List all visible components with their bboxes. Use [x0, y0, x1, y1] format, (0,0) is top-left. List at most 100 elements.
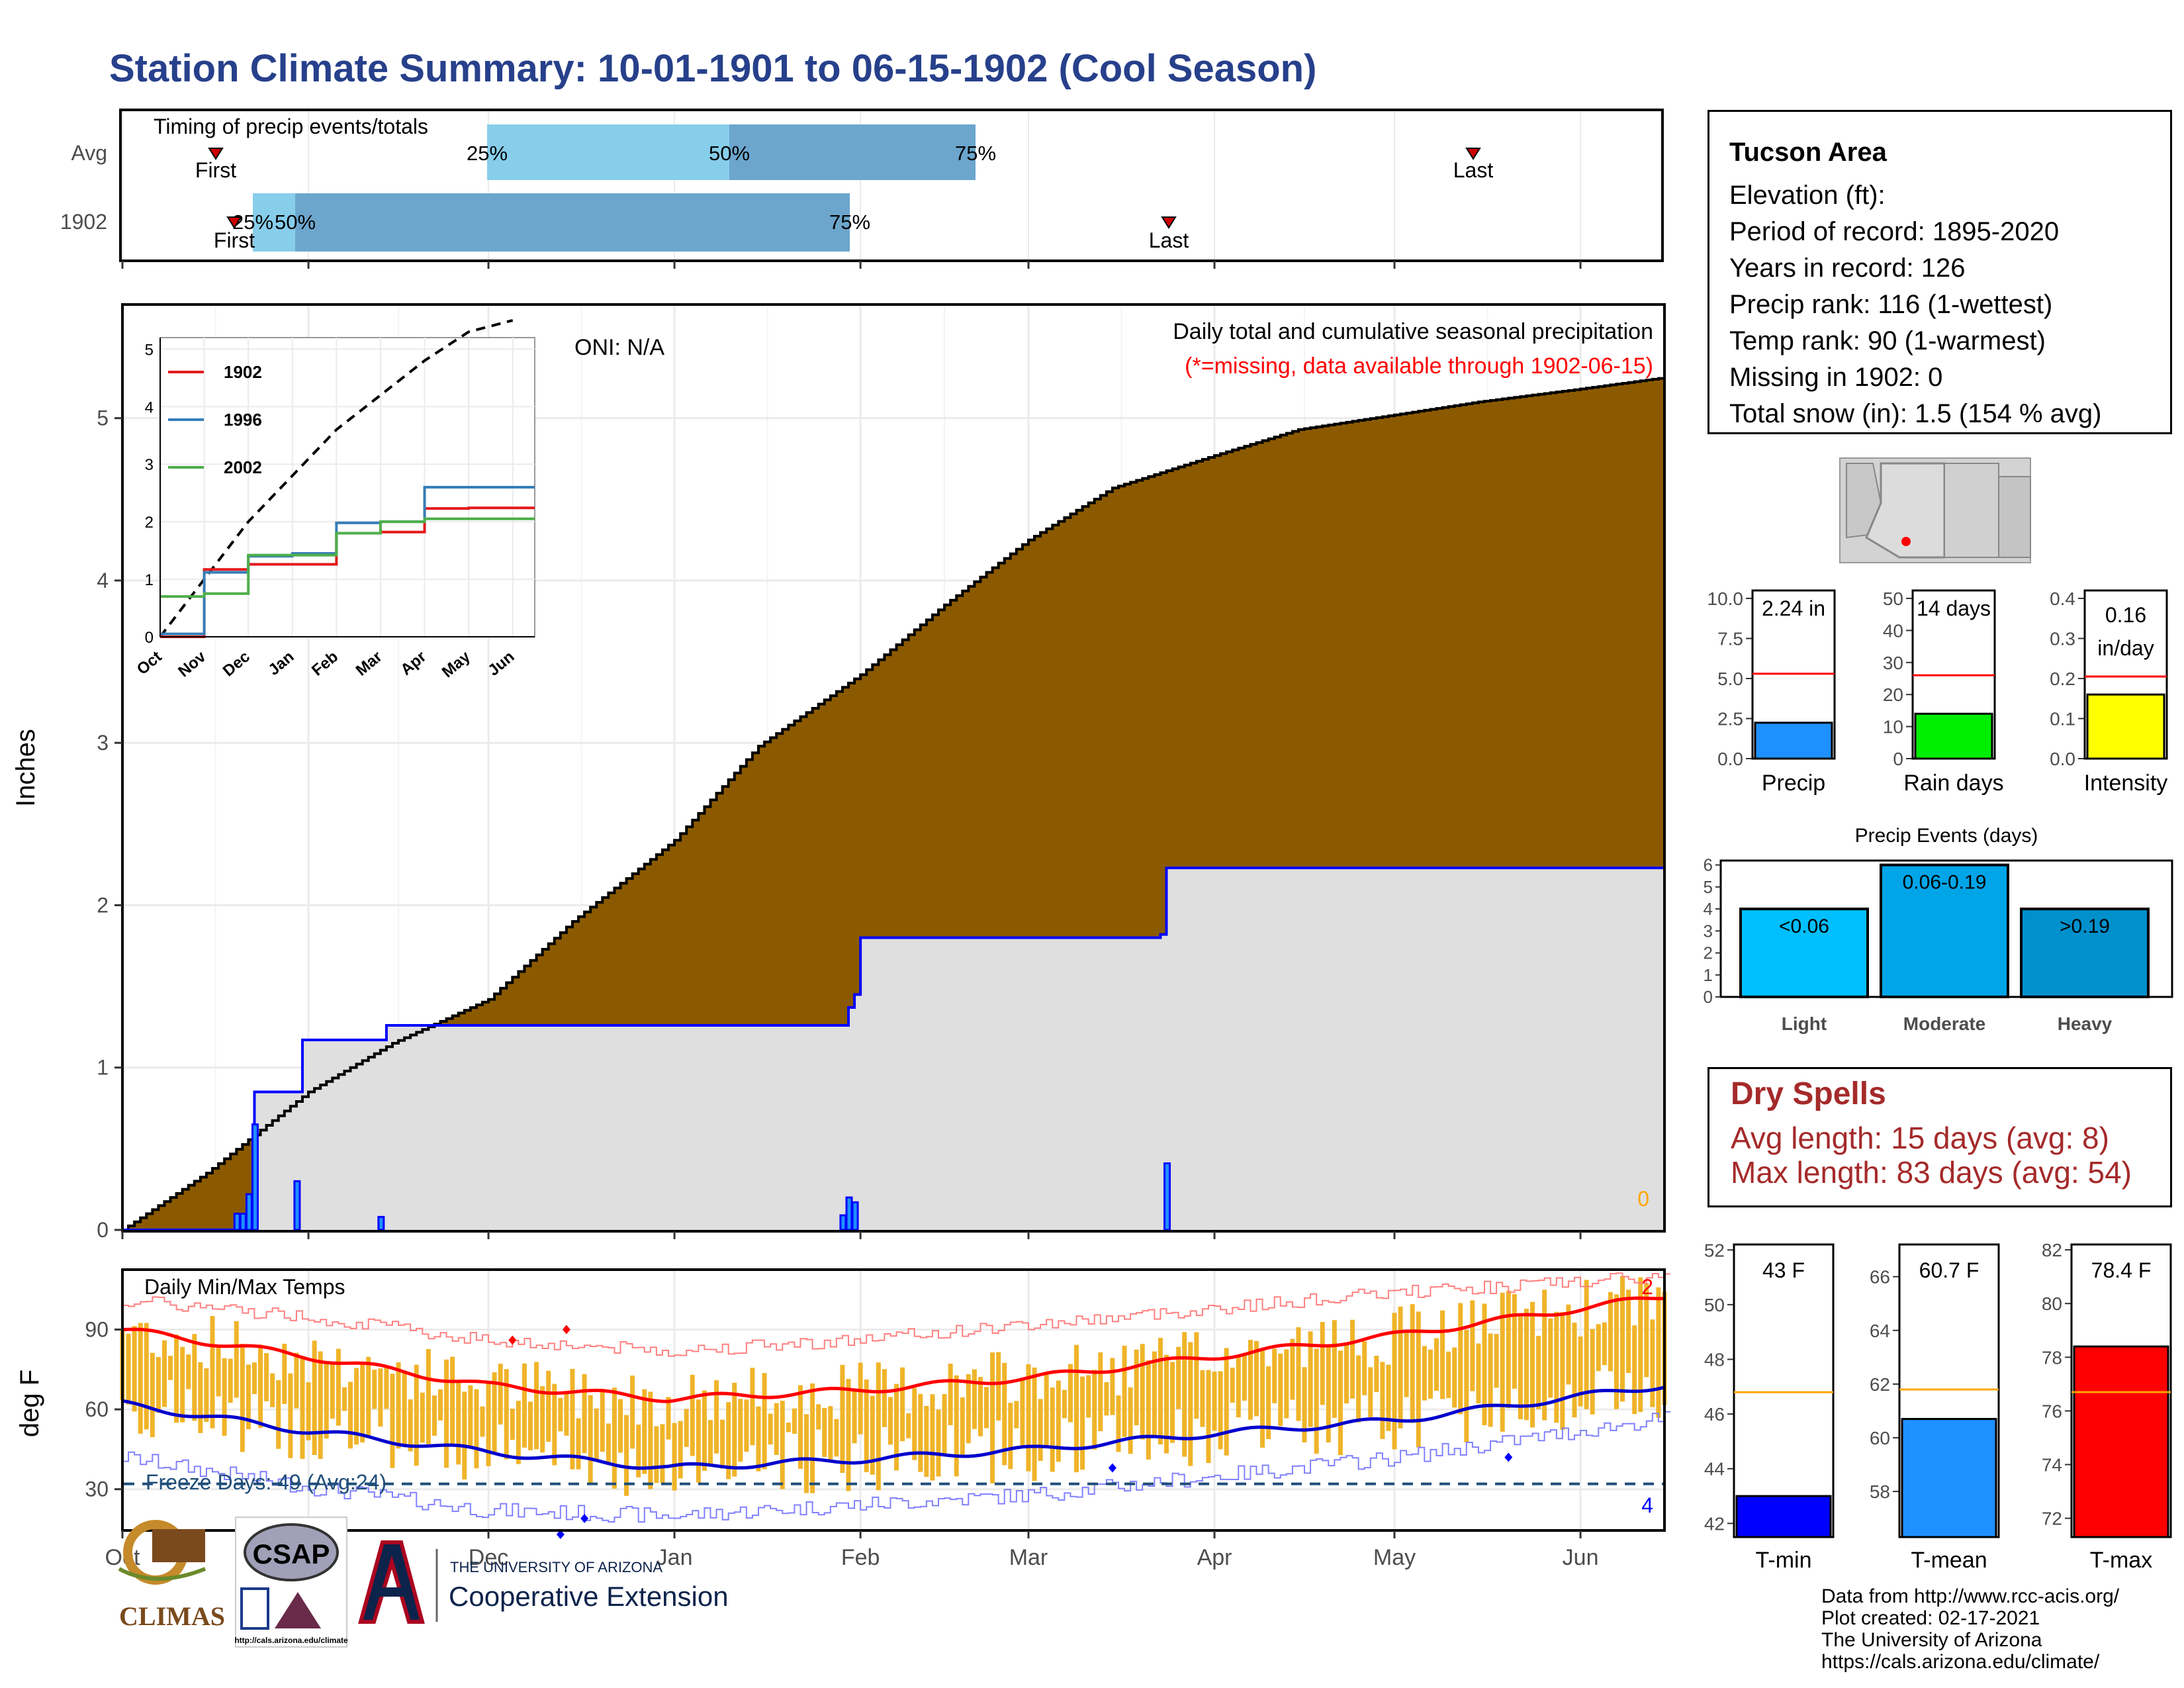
temp-day-bar [738, 1399, 743, 1462]
temp-day-bar [582, 1374, 587, 1454]
inset-y-tick-label: 3 [145, 456, 154, 474]
temp-y-tick-label: 90 [85, 1317, 109, 1341]
mini-bar-tick-label: 7.5 [1717, 629, 1743, 649]
temp-day-bar [762, 1373, 767, 1470]
temp-day-bar [672, 1423, 677, 1491]
temp-day-bar [1194, 1332, 1199, 1419]
events-tick-label: 4 [1704, 899, 1713, 919]
temp-day-bar [1362, 1341, 1367, 1395]
temp-day-bar [462, 1391, 467, 1479]
station-info-box: Tucson Area Elevation (ft): Period of re… [1707, 110, 2172, 434]
temp-day-bar [264, 1353, 269, 1401]
temp-day-bar [414, 1364, 419, 1466]
temp-day-bar [438, 1389, 443, 1421]
temp-day-bar [612, 1387, 617, 1489]
temp-day-bar [168, 1356, 173, 1380]
temp-day-bar [1452, 1347, 1457, 1408]
temp-summary-tick-label: 74 [2042, 1455, 2062, 1476]
temp-day-bar [1278, 1353, 1283, 1427]
main-y-tick-label: 1 [97, 1056, 109, 1080]
temp-day-bar [552, 1383, 557, 1466]
temp-day-bar [546, 1370, 551, 1442]
temp-day-bar [150, 1352, 155, 1438]
obs-50-label: 50% [275, 211, 316, 234]
temp-day-bar [1248, 1340, 1253, 1420]
temperature-panel: Daily Min/Max Temps Freeze Days: 49 (Avg… [15, 1268, 1671, 1540]
record-marker [580, 1513, 589, 1523]
temp-day-bar [270, 1373, 275, 1407]
temp-day-bar [1644, 1283, 1649, 1378]
dry-spells-avg: Avg length: 15 days (avg: 8) [1731, 1121, 2109, 1155]
main-y-tick-label: 0 [97, 1218, 109, 1242]
temp-day-bar [1170, 1362, 1175, 1443]
temp-day-bar [978, 1377, 983, 1436]
temp-day-bar [1104, 1382, 1109, 1416]
inset-y-tick-label: 5 [145, 341, 154, 359]
temp-day-bar [324, 1360, 329, 1439]
temp-day-bar [1380, 1362, 1385, 1439]
temp-day-bar [954, 1375, 959, 1477]
temp-day-bar [492, 1372, 497, 1454]
temp-day-bar [876, 1362, 881, 1491]
temp-day-bar [396, 1362, 401, 1449]
temp-day-bar [996, 1352, 1001, 1421]
inset-line-2002 [160, 517, 535, 598]
temp-day-bar [1308, 1331, 1313, 1427]
events-tick-label: 6 [1704, 855, 1713, 875]
events-tick-label: 2 [1704, 943, 1713, 963]
temp-day-bar [1116, 1395, 1121, 1452]
page-title: Station Climate Summary: 10-01-1901 to 0… [109, 47, 1317, 90]
daily-precip-bar [239, 1212, 247, 1231]
temp-day-bar [1200, 1370, 1205, 1427]
temp-day-bar [1416, 1311, 1421, 1448]
daily-precip-bar [293, 1180, 301, 1231]
temp-day-bar [726, 1402, 731, 1479]
temp-day-bar [300, 1356, 305, 1459]
events-bar-label: 0.06-0.19 [1903, 872, 1987, 894]
temp-day-bar [1458, 1303, 1463, 1415]
record-min-line [122, 1411, 1671, 1523]
temp-day-bar [624, 1415, 629, 1496]
mini-bar-value [1914, 712, 1993, 760]
temp-summary-tick-label: 82 [2042, 1240, 2062, 1260]
station-missing: Missing in 1902: 0 [1729, 363, 1943, 392]
temp-day-bar [1302, 1367, 1307, 1442]
temp-day-bar [1608, 1291, 1613, 1372]
temp-day-bar [474, 1389, 479, 1469]
temp-day-bar [222, 1358, 227, 1436]
temp-day-bar [870, 1395, 875, 1475]
temp-day-bar [984, 1387, 989, 1429]
obs-25-label: 25% [232, 211, 273, 234]
mini-bar-value-label: 2.24 in [1762, 596, 1825, 620]
temp-day-bar [294, 1352, 299, 1409]
logo-strip: CLIMAS CSAP http://cals.arizona.edu/clim… [106, 1516, 741, 1652]
temp-day-bar [210, 1316, 215, 1429]
main-precip-panel: 0 ONI: N/A Daily total and cumulative se… [11, 303, 1666, 1242]
daily-precip-bar [245, 1193, 253, 1231]
temp-day-bar [654, 1426, 659, 1483]
temp-day-bar [564, 1394, 569, 1436]
temp-day-bar [852, 1390, 857, 1444]
inset-legend-label: 1902 [224, 362, 262, 382]
events-bar [1880, 863, 2009, 998]
temp-day-bar [1092, 1370, 1097, 1450]
temp-day-bar [774, 1403, 779, 1455]
temp-day-bar [1188, 1342, 1193, 1466]
temp-day-bar [1506, 1290, 1511, 1409]
temp-summary-tick-label: 60 [1870, 1428, 1890, 1448]
normal-max-line [122, 1296, 1665, 1403]
temp-day-bar [768, 1413, 773, 1445]
csap-logo: CSAP http://cals.arizona.edu/climate [234, 1517, 348, 1648]
timing-x-ticks [121, 261, 1582, 269]
avg-quartile-bar-2 [729, 124, 976, 180]
temp-day-bar [684, 1409, 689, 1447]
temp-day-bar [1536, 1336, 1541, 1409]
temp-day-bar [707, 1420, 713, 1467]
temp-day-bar [1590, 1329, 1595, 1415]
temp-day-bar [1530, 1301, 1535, 1428]
temp-day-bar [882, 1369, 887, 1427]
temp-day-bar [906, 1413, 911, 1438]
temp-day-bar [1584, 1280, 1589, 1409]
temp-day-bar [780, 1401, 785, 1489]
